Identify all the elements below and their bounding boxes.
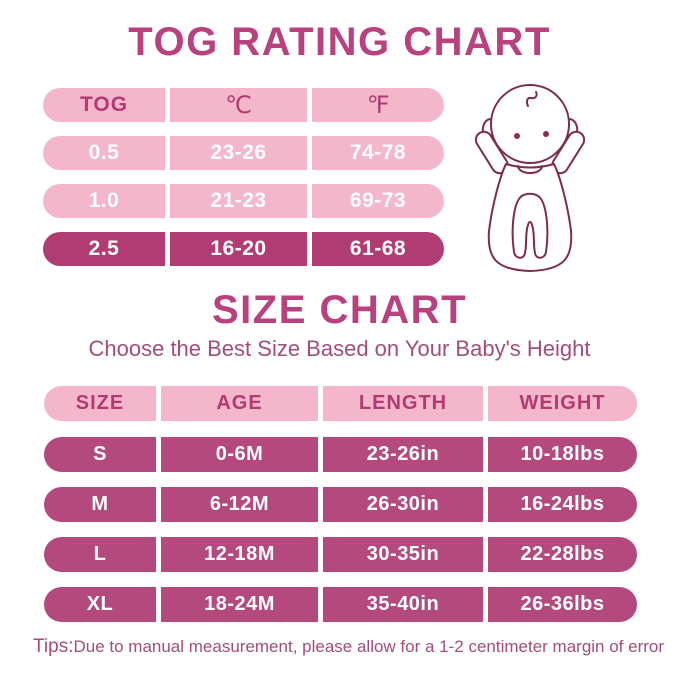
- baby-legs: [511, 192, 549, 259]
- tog-value: 2.5: [43, 232, 165, 266]
- length-value: 30-35in: [323, 537, 483, 572]
- baby-sleep-sack-illustration: [474, 84, 586, 272]
- table-row: M 6-12M 26-30in 16-24lbs: [44, 487, 637, 522]
- celsius-column-header: ℃: [170, 88, 307, 122]
- age-column-header: AGE: [161, 386, 318, 421]
- length-value: 35-40in: [323, 587, 483, 622]
- baby-head: [490, 84, 570, 164]
- weight-column-header: WEIGHT: [488, 386, 637, 421]
- table-row-highlighted: 2.5 16-20 61-68: [43, 232, 444, 266]
- age-value: 12-18M: [161, 537, 318, 572]
- tog-table-header-row: TOG ℃ ℉: [43, 88, 444, 122]
- baby-hair-curl: [526, 91, 538, 107]
- fahrenheit-column-header: ℉: [312, 88, 444, 122]
- baby-eye-left-icon: [514, 133, 520, 139]
- size-table-header-row: SIZE AGE LENGTH WEIGHT: [44, 386, 637, 421]
- table-row: XL 18-24M 35-40in 26-36lbs: [44, 587, 637, 622]
- baby-eye-right-icon: [543, 131, 549, 137]
- fahrenheit-range: 69-73: [312, 184, 444, 218]
- table-row: 0.5 23-26 74-78: [43, 136, 444, 170]
- tog-column-header: TOG: [43, 88, 165, 122]
- tog-chart-title: TOG RATING CHART: [128, 20, 551, 64]
- weight-value: 26-36lbs: [488, 587, 637, 622]
- length-value: 23-26in: [323, 437, 483, 472]
- length-column-header: LENGTH: [323, 386, 483, 421]
- table-row: S 0-6M 23-26in 10-18lbs: [44, 437, 637, 472]
- celsius-range: 21-23: [170, 184, 307, 218]
- age-value: 6-12M: [161, 487, 318, 522]
- size-column-header: SIZE: [44, 386, 156, 421]
- age-value: 0-6M: [161, 437, 318, 472]
- length-value: 26-30in: [323, 487, 483, 522]
- size-value: M: [44, 487, 156, 522]
- tog-rating-table: TOG ℃ ℉ 0.5 23-26 74-78 1.0 21-23 69-73 …: [43, 88, 444, 280]
- celsius-range: 16-20: [170, 232, 307, 266]
- tips-label: Tips:: [33, 636, 74, 657]
- size-value: XL: [44, 587, 156, 622]
- weight-value: 22-28lbs: [488, 537, 637, 572]
- tog-value: 1.0: [43, 184, 165, 218]
- size-value: L: [44, 537, 156, 572]
- celsius-range: 23-26: [170, 136, 307, 170]
- table-row: L 12-18M 30-35in 22-28lbs: [44, 537, 637, 572]
- fahrenheit-range: 74-78: [312, 136, 444, 170]
- size-chart-title: SIZE CHART: [212, 288, 467, 332]
- fahrenheit-range: 61-68: [312, 232, 444, 266]
- age-value: 18-24M: [161, 587, 318, 622]
- size-chart-subtitle: Choose the Best Size Based on Your Baby'…: [88, 336, 591, 361]
- size-table: SIZE AGE LENGTH WEIGHT S 0-6M 23-26in 10…: [44, 386, 637, 637]
- table-row: 1.0 21-23 69-73: [43, 184, 444, 218]
- measurement-tips-note: Tips:Due to manual measurement, please a…: [33, 634, 665, 660]
- baby-collar: [517, 165, 543, 174]
- weight-value: 10-18lbs: [488, 437, 637, 472]
- weight-value: 16-24lbs: [488, 487, 637, 522]
- tips-text: Due to manual measurement, please allow …: [73, 637, 665, 656]
- tog-value: 0.5: [43, 136, 165, 170]
- size-value: S: [44, 437, 156, 472]
